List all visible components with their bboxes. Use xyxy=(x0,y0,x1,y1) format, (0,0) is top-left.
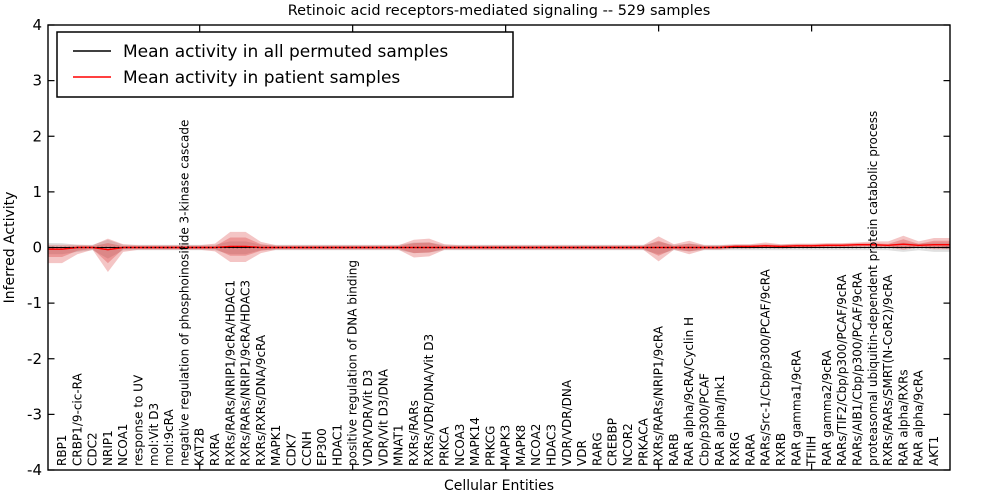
x-tick-label: PRKCA xyxy=(438,426,452,466)
chart-title: Retinoic acid receptors-mediated signali… xyxy=(288,3,711,19)
x-tick-label: RAR alpha/Jnk1 xyxy=(713,375,727,466)
x-tick-label: AKT1 xyxy=(927,436,941,466)
x-tick-label: RAR gamma2/9cRA xyxy=(820,349,834,466)
x-tick-label: TFIIH xyxy=(805,436,819,467)
x-tick-label: MAPK14 xyxy=(468,417,482,466)
x-tick-label: PRKACA xyxy=(636,417,650,466)
x-tick-label: VDR/VDR/DNA xyxy=(560,379,574,466)
x-tick-label: proteasomal ubiquitin-dependent protein … xyxy=(866,111,880,466)
x-tick-label: CREBBP xyxy=(606,418,620,466)
x-tick-label: RBP1 xyxy=(55,435,69,466)
x-tick-label: KAT2B xyxy=(193,428,207,466)
x-axis-label: Cellular Entities xyxy=(444,478,554,494)
legend-box xyxy=(56,31,514,98)
x-tick-label: RXRB xyxy=(774,433,788,466)
x-tick-label: RARs/TIF2/Cbp/p300/PCAF/9cRA xyxy=(835,274,849,466)
x-tick-label: CCNH xyxy=(300,431,314,466)
x-tick-label: NCOR2 xyxy=(621,423,635,466)
x-tick-label: RXRs/RARs/SMRT(N-CoR2)/9cRA xyxy=(881,274,895,466)
x-tick-label: response to UV xyxy=(132,374,146,466)
x-tick-label: RXRs/RARs xyxy=(407,400,421,466)
x-tick-label: MAPK3 xyxy=(499,425,513,466)
x-tick-label: RARG xyxy=(590,432,604,466)
x-tick-label: EP300 xyxy=(315,428,329,466)
y-axis-label: Inferred Activity xyxy=(2,192,18,304)
x-tick-label: RXRs/RARs/NRIP1/9cRA/HDAC1 xyxy=(223,280,237,466)
y-tick-label: -3 xyxy=(27,405,42,423)
x-tick-label: VDR xyxy=(575,440,589,466)
plot-data-layer xyxy=(47,231,950,272)
x-tick-label: MNAT1 xyxy=(392,424,406,466)
patient-samples-spread-outer-band xyxy=(48,231,950,272)
y-tick-label: -1 xyxy=(27,294,42,312)
x-tick-label: mol:Vit D3 xyxy=(147,403,161,466)
x-tick-label: NCOA1 xyxy=(116,424,130,466)
x-tick-label: VDR/VDR/Vit D3 xyxy=(361,370,375,466)
permuted-samples-spread-band xyxy=(48,239,950,259)
x-tick-label: MAPK8 xyxy=(514,425,528,466)
x-tick-label: HDAC3 xyxy=(545,424,559,466)
x-tick-label: positive regulation of DNA binding xyxy=(346,260,360,466)
x-tick-label: HDAC1 xyxy=(330,424,344,466)
x-tick-label: Cbp/p300/PCAF xyxy=(698,373,712,466)
x-tick-label: RAR alpha/RXRs xyxy=(896,369,910,466)
x-tick-labels-layer: RBP1 CRBP1/9-cic-RA CDC2 NRIP1 NCOA1 response… xyxy=(55,111,941,467)
plot-frame xyxy=(47,24,951,471)
y-tick-label: 2 xyxy=(32,127,42,145)
y-tick-label: 1 xyxy=(32,183,42,201)
x-tick-label: negative regulation of phosphoinositide … xyxy=(177,120,191,466)
legend-label-patient-samples: Mean activity in patient samples xyxy=(123,68,400,88)
x-tick-label: RARs/Src-1/Cbp/p300/PCAF/9cRA xyxy=(759,268,773,466)
legend: Mean activity in all permuted samples Me… xyxy=(56,31,514,98)
x-tick-label: NRIP1 xyxy=(101,430,115,466)
x-tick-label: RXRs/RARs/NRIP1/9cRA xyxy=(652,325,666,466)
x-tick-label: RAR gamma1/9cRA xyxy=(789,349,803,466)
x-tick-label: RXRs/RARs/NRIP1/9cRA/HDAC3 xyxy=(239,280,253,466)
x-tick-label: RXRA xyxy=(208,433,222,466)
x-tick-label: RARA xyxy=(743,433,757,466)
y-tick-label: -2 xyxy=(27,350,42,368)
axes-ticks-layer: -4 -3 -2 -1 0 1 2 3 4 xyxy=(27,16,950,479)
x-tick-label: PRKCG xyxy=(483,426,497,466)
patient-samples-spread-inner-band xyxy=(48,237,950,264)
x-tick-label: NCOA2 xyxy=(529,424,543,466)
x-tick-label: CRBP1/9-cic-RA xyxy=(70,372,84,466)
x-tick-label: VDR/Vit D3/DNA xyxy=(376,368,390,466)
y-tick-label: -4 xyxy=(27,461,42,479)
x-tick-label: NCOA3 xyxy=(453,424,467,466)
y-tick-label: 0 xyxy=(32,239,42,257)
x-tick-label: RXRG xyxy=(728,432,742,466)
x-tick-label: MAPK1 xyxy=(269,425,283,466)
x-tick-label: RAR alpha/9cRA xyxy=(912,369,926,466)
y-tick-label: 3 xyxy=(32,72,42,90)
y-tick-label: 4 xyxy=(32,16,42,34)
x-tick-label: RXRs/VDR/DNA/Vit D3 xyxy=(422,334,436,466)
legend-label-permuted-samples: Mean activity in all permuted samples xyxy=(123,42,448,62)
x-tick-label: CDK7 xyxy=(285,433,299,466)
x-tick-label: mol:9cRA xyxy=(162,409,176,466)
x-tick-label: CDC2 xyxy=(86,432,100,466)
mean-line-patient-samples xyxy=(47,243,950,251)
x-tick-label: RAR alpha/9cRA/Cyclin H xyxy=(682,317,696,466)
x-tick-label: RARs/AIB1/Cbp/p300/PCAF/9cRA xyxy=(851,272,865,466)
x-tick-label: RXRs/RXRs/DNA/9cRA xyxy=(254,334,268,466)
x-tick-label: RARB xyxy=(667,433,681,466)
